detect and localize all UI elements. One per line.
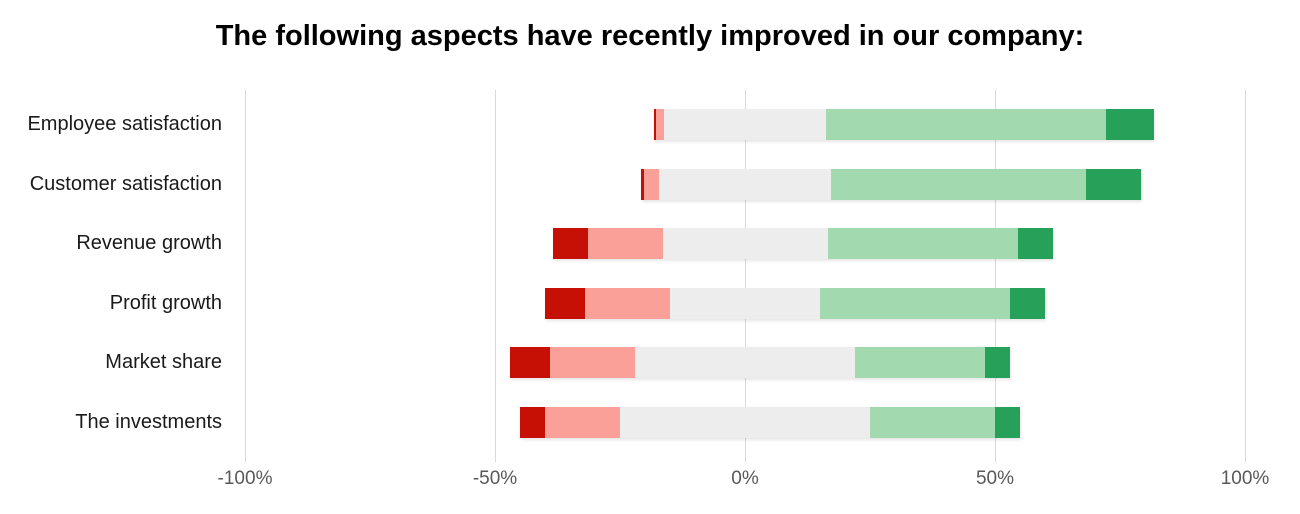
- segment-strong-negative: [653, 109, 657, 140]
- category-label-customer-satisfaction: Customer satisfaction: [29, 172, 222, 195]
- segment-negative: [656, 109, 664, 140]
- segment-strong-negative: [545, 287, 585, 319]
- segment-positive: [870, 407, 995, 438]
- chart-title: The following aspects have recently impr…: [215, 20, 1085, 52]
- segment-negative: [545, 407, 620, 438]
- x-tick-label: -50%: [472, 468, 518, 489]
- bar-row-profit-growth: [545, 287, 1045, 319]
- segment-strong-positive: [995, 407, 1020, 438]
- gridline--50: [495, 90, 496, 455]
- x-tick-label: 100%: [1220, 468, 1270, 489]
- axis-tick--50: [495, 455, 496, 462]
- segment-neutral: [658, 168, 832, 200]
- segment-positive: [831, 168, 1087, 200]
- bar-row-revenue-growth: [552, 228, 1053, 260]
- segment-negative: [550, 347, 635, 379]
- segment-strong-positive: [1086, 168, 1142, 200]
- segment-strong-negative: [520, 407, 545, 438]
- segment-neutral: [670, 287, 820, 319]
- category-label-employee-satisfaction: Employee satisfaction: [27, 113, 222, 135]
- segment-negative: [587, 228, 663, 260]
- gridline-100: [1245, 90, 1246, 455]
- axis-tick-50: [995, 455, 996, 462]
- bar-row-the-investments: [520, 407, 1020, 438]
- segment-strong-positive: [1010, 287, 1045, 319]
- axis-tick--100: [245, 455, 246, 462]
- x-tick-label: -100%: [217, 468, 273, 489]
- axis-tick-0: [745, 455, 746, 462]
- segment-positive: [826, 109, 1107, 140]
- segment-neutral: [663, 109, 827, 140]
- segment-neutral: [662, 228, 828, 260]
- plot-area: [245, 90, 1246, 462]
- segment-strong-positive: [1017, 228, 1053, 260]
- bar-row-customer-satisfaction: [641, 168, 1142, 200]
- segment-neutral: [635, 347, 855, 379]
- segment-strong-negative: [641, 168, 644, 200]
- segment-positive: [855, 347, 985, 379]
- bar-row-employee-satisfaction: [653, 109, 1154, 140]
- segment-strong-negative: [552, 228, 588, 260]
- category-label-profit-growth: Profit growth: [109, 291, 222, 314]
- gridline-0: [745, 90, 746, 455]
- segment-negative: [585, 287, 670, 319]
- category-label-market-share: Market share: [105, 351, 222, 374]
- category-label-the-investments: The investments: [75, 411, 222, 433]
- segment-positive: [827, 228, 1018, 260]
- segment-strong-positive: [985, 347, 1010, 379]
- gridline-50: [995, 90, 996, 455]
- segment-neutral: [620, 407, 870, 438]
- gridline--100: [245, 90, 246, 455]
- category-label-revenue-growth: Revenue growth: [76, 232, 222, 255]
- x-tick-label: 0%: [731, 468, 759, 489]
- segment-negative: [643, 168, 659, 200]
- x-tick-label: 50%: [975, 468, 1015, 489]
- segment-positive: [820, 287, 1010, 319]
- segment-strong-positive: [1106, 109, 1154, 140]
- axis-tick-100: [1245, 455, 1246, 462]
- segment-strong-negative: [510, 347, 550, 379]
- bar-row-market-share: [510, 347, 1010, 379]
